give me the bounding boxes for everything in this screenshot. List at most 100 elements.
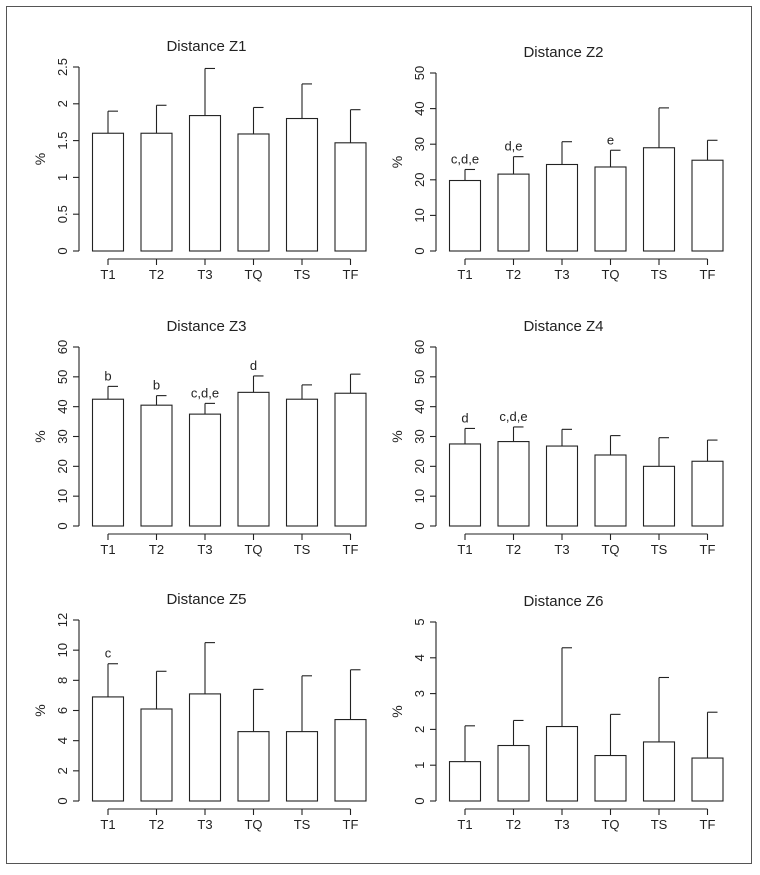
bar: [285, 731, 319, 802]
significance-label: c,d,e: [191, 385, 219, 400]
chart-panel-2: Distance Z2 0 10 20 30 40 50% T1 c,d,e T2 d,e T3 TQ e…: [389, 44, 724, 282]
significance-label: d,e: [504, 139, 522, 154]
bar: [594, 454, 627, 527]
y-tick-label: 10: [412, 208, 427, 222]
panel-title: Distance Z2: [523, 44, 603, 61]
x-tick-label: T3: [554, 267, 569, 282]
y-tick-label: 0: [412, 247, 427, 254]
bar: [334, 142, 367, 252]
x-tick-label: T2: [149, 817, 164, 832]
x-tick-label: TS: [294, 542, 311, 557]
y-tick-label: 10: [412, 489, 427, 503]
y-tick-label: 30: [412, 137, 427, 151]
x-tick-label: TF: [343, 817, 359, 832]
bar: [691, 460, 724, 527]
x-tick-label: TS: [651, 817, 668, 832]
significance-label: b: [104, 368, 111, 383]
y-tick-label: 60: [412, 340, 427, 354]
bar: [545, 725, 579, 802]
bar: [545, 163, 579, 252]
y-tick-label: 50: [412, 370, 427, 384]
x-tick-label: T1: [457, 542, 472, 557]
y-tick-label: 4: [412, 654, 427, 661]
x-tick-label: TF: [343, 542, 359, 557]
figure-frame: Distance Z1 0 0.5 1 1.5 2 2.5% T1 T2 T3 TQ TS TF Dist…: [6, 6, 752, 864]
bar: [642, 741, 676, 802]
x-tick-label: T3: [554, 542, 569, 557]
significance-label: d: [461, 410, 468, 425]
bar: [448, 179, 482, 252]
bar: [91, 132, 125, 252]
significance-label: c: [105, 646, 112, 661]
bar: [448, 443, 482, 527]
y-tick-label: 40: [412, 101, 427, 115]
bar: [334, 392, 367, 527]
x-tick-label: T1: [100, 267, 115, 282]
y-tick-label: 30: [412, 429, 427, 443]
panel-title: Distance Z3: [166, 318, 246, 335]
chart-panel-3: Distance Z3 0 10 20 30 40 50 60% T1 b T2 b T3 c,d,e TQ…: [32, 318, 367, 557]
bar: [497, 173, 530, 252]
y-tick-label: 0: [55, 797, 70, 804]
panel-title: Distance Z5: [166, 591, 246, 608]
x-tick-label: T2: [149, 267, 164, 282]
x-tick-label: T2: [149, 542, 164, 557]
bar: [285, 117, 319, 252]
y-tick-label: 50: [412, 66, 427, 80]
x-tick-label: TQ: [601, 267, 619, 282]
y-tick-label: 4: [55, 737, 70, 744]
y-tick-label: 20: [55, 459, 70, 473]
panel-title: Distance Z1: [166, 38, 246, 55]
y-tick-label: 60: [55, 340, 70, 354]
bar: [594, 754, 627, 802]
y-tick-label: 1: [412, 762, 427, 769]
y-axis-label: %: [32, 430, 48, 442]
x-tick-label: TF: [700, 267, 716, 282]
x-tick-label: T1: [100, 542, 115, 557]
bar: [237, 133, 270, 252]
x-tick-label: T2: [506, 542, 521, 557]
y-tick-label: 10: [55, 489, 70, 503]
bar: [188, 413, 222, 527]
panel-title: Distance Z4: [523, 318, 603, 335]
bar: [497, 441, 530, 527]
x-tick-label: T3: [197, 542, 212, 557]
x-tick-label: TQ: [244, 817, 262, 832]
chart-panel-6: Distance Z6 0 1 2 3 4 5% T1 T2 T3 TQ TS TF: [389, 593, 724, 832]
bar: [691, 757, 724, 802]
y-tick-label: 0: [412, 522, 427, 529]
x-tick-label: T1: [457, 817, 472, 832]
y-tick-label: 5: [412, 618, 427, 625]
y-tick-label: 0: [55, 522, 70, 529]
x-tick-label: TS: [294, 267, 311, 282]
bar: [545, 445, 579, 527]
y-axis-label: %: [389, 430, 405, 442]
x-tick-label: T3: [197, 267, 212, 282]
significance-label: e: [607, 132, 614, 147]
x-tick-label: TS: [294, 817, 311, 832]
x-tick-label: TQ: [601, 542, 619, 557]
bar: [91, 696, 125, 802]
significance-label: c,d,e: [499, 409, 527, 424]
y-tick-label: 2: [412, 726, 427, 733]
y-axis-label: %: [389, 156, 405, 168]
y-tick-label: 20: [412, 459, 427, 473]
y-tick-label: 1.5: [55, 132, 70, 150]
x-tick-label: T1: [100, 817, 115, 832]
bar: [237, 731, 270, 802]
x-tick-label: TS: [651, 267, 668, 282]
y-tick-label: 12: [55, 613, 70, 627]
y-tick-label: 6: [55, 707, 70, 714]
y-tick-label: 0: [55, 247, 70, 254]
bar: [140, 404, 173, 527]
y-tick-label: 30: [55, 429, 70, 443]
bar: [285, 398, 319, 527]
y-tick-label: 3: [412, 690, 427, 697]
x-tick-label: TF: [343, 267, 359, 282]
x-tick-label: TS: [651, 542, 668, 557]
y-tick-label: 0.5: [55, 205, 70, 223]
x-tick-label: T2: [506, 817, 521, 832]
x-tick-label: T3: [554, 817, 569, 832]
bar: [140, 708, 173, 802]
x-tick-label: TQ: [244, 542, 262, 557]
